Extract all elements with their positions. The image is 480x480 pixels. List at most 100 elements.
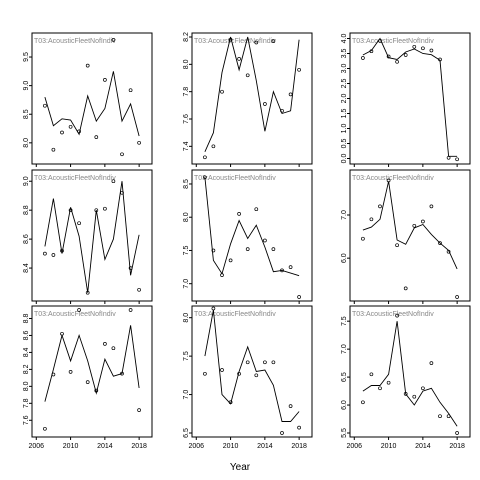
x-tick-label: 2006 <box>188 443 204 450</box>
x-tick-label: 2014 <box>257 443 273 450</box>
data-point <box>446 249 451 254</box>
data-point <box>94 135 99 139</box>
data-point <box>43 103 47 108</box>
data-point <box>429 48 434 53</box>
data-point <box>403 53 408 57</box>
series-line <box>362 181 458 270</box>
data-point <box>220 273 224 277</box>
series-line <box>44 71 140 137</box>
data-point <box>43 251 47 256</box>
data-point <box>438 57 442 62</box>
data-point <box>77 308 81 312</box>
data-point <box>429 361 434 365</box>
y-tick-label: 7.0 <box>183 279 190 289</box>
data-point <box>68 208 73 213</box>
x-tick-label: 2010 <box>381 443 397 450</box>
y-tick-label: 9.0 <box>23 81 30 91</box>
data-point <box>111 179 116 184</box>
panel-frame <box>349 305 471 438</box>
data-point <box>120 190 124 195</box>
y-tick-label: 7.5 <box>183 351 190 361</box>
y-tick-label: 8.0 <box>183 59 190 69</box>
data-point <box>403 392 408 396</box>
data-point <box>455 157 459 162</box>
data-point <box>403 286 408 291</box>
y-tick-label: 3.5 <box>341 49 348 59</box>
panel-8: T03:AcousticFleetNofIndiv 6.5 7.0 7.5 8.0 200… <box>183 305 313 450</box>
data-point <box>429 204 434 209</box>
data-point <box>228 37 233 42</box>
data-point <box>237 212 241 216</box>
x-tick-label: 2018 <box>291 443 307 450</box>
data-point <box>438 414 442 419</box>
y-tick-label: 8.5 <box>183 179 190 189</box>
data-point <box>280 431 284 435</box>
data-point <box>60 331 64 336</box>
series-line <box>204 309 300 422</box>
y-tick-label: 1.5 <box>341 109 348 119</box>
data-point <box>203 371 207 376</box>
x-axis-label: Year <box>230 462 251 473</box>
data-point <box>254 207 259 212</box>
strip-label: T03:AcousticFleetNofIndiv <box>194 38 276 45</box>
strip-label: T03:AcousticFleetNofIndiv <box>194 311 276 318</box>
y-tick-label: 8.2 <box>23 364 30 374</box>
data-point <box>455 431 459 435</box>
panel-3: T03:AcousticFleetNofIndiv 0.0 0.5 1.0 1.5 2.0… <box>341 32 471 167</box>
data-point <box>395 243 399 248</box>
strip-label: T03:AcousticFleetNofIndiv <box>194 175 276 182</box>
data-point <box>361 400 365 405</box>
data-point <box>51 147 56 152</box>
data-point <box>297 67 301 72</box>
data-point <box>103 342 107 346</box>
data-point <box>254 40 259 45</box>
y-tick-label: 0.0 <box>341 154 348 164</box>
y-tick-label: 8.8 <box>23 205 30 215</box>
y-tick-label: 8.8 <box>23 314 30 324</box>
y-tick-label: 8.0 <box>23 381 30 391</box>
panel-2: T03:AcousticFleetNofIndiv 7.4 7.6 7.8 8.0 8.2 <box>183 32 313 167</box>
data-point <box>288 92 293 97</box>
x-tick-label: 2014 <box>415 443 431 450</box>
y-tick-label: 0.5 <box>341 139 348 149</box>
x-tick-label: 2010 <box>63 443 79 450</box>
data-point <box>237 57 241 61</box>
data-point <box>254 373 259 378</box>
data-point <box>111 346 116 351</box>
data-point <box>263 360 267 365</box>
data-point <box>412 44 417 49</box>
data-point <box>245 73 250 78</box>
y-tick-label: 8.0 <box>183 212 190 222</box>
data-point <box>288 265 293 269</box>
panel-frame <box>349 32 471 165</box>
data-point <box>271 360 276 365</box>
panel-frame <box>31 305 153 438</box>
strip-label: T03:AcousticFleetNofIndiv <box>352 38 434 45</box>
panel-7: T03:AcousticFleetNofIndiv 7.6 7.8 8.0 8.2 8.4… <box>23 305 153 450</box>
x-tick-label: 2018 <box>449 443 465 450</box>
data-point <box>68 370 73 374</box>
strip-label: T03:AcousticFleetNofIndiv <box>34 38 116 45</box>
data-point <box>288 404 293 408</box>
data-point <box>378 38 382 43</box>
data-point <box>297 425 301 430</box>
data-point <box>77 221 81 226</box>
data-point <box>280 268 284 273</box>
strip-label: T03:AcousticFleetNofIndiv <box>352 175 434 182</box>
data-point <box>51 253 56 257</box>
y-tick-label: 6.0 <box>341 400 348 410</box>
data-point <box>245 247 250 251</box>
data-point <box>203 155 207 160</box>
y-tick-label: 4.0 <box>341 34 348 44</box>
panel-9: T03:AcousticFleetNofIndiv 5.5 6.0 6.5 7.0 7.5… <box>341 305 471 450</box>
y-tick-label: 5.5 <box>341 428 348 438</box>
data-point <box>111 38 116 42</box>
strip-label: T03:AcousticFleetNofIndiv <box>34 311 116 318</box>
y-tick-label: 7.0 <box>183 390 190 400</box>
x-tick-label: 2010 <box>223 443 239 450</box>
series-line <box>44 181 140 293</box>
series-line <box>362 321 458 427</box>
series-line <box>204 36 300 152</box>
y-tick-label: 8.0 <box>23 138 30 148</box>
panel-frame <box>31 32 153 165</box>
